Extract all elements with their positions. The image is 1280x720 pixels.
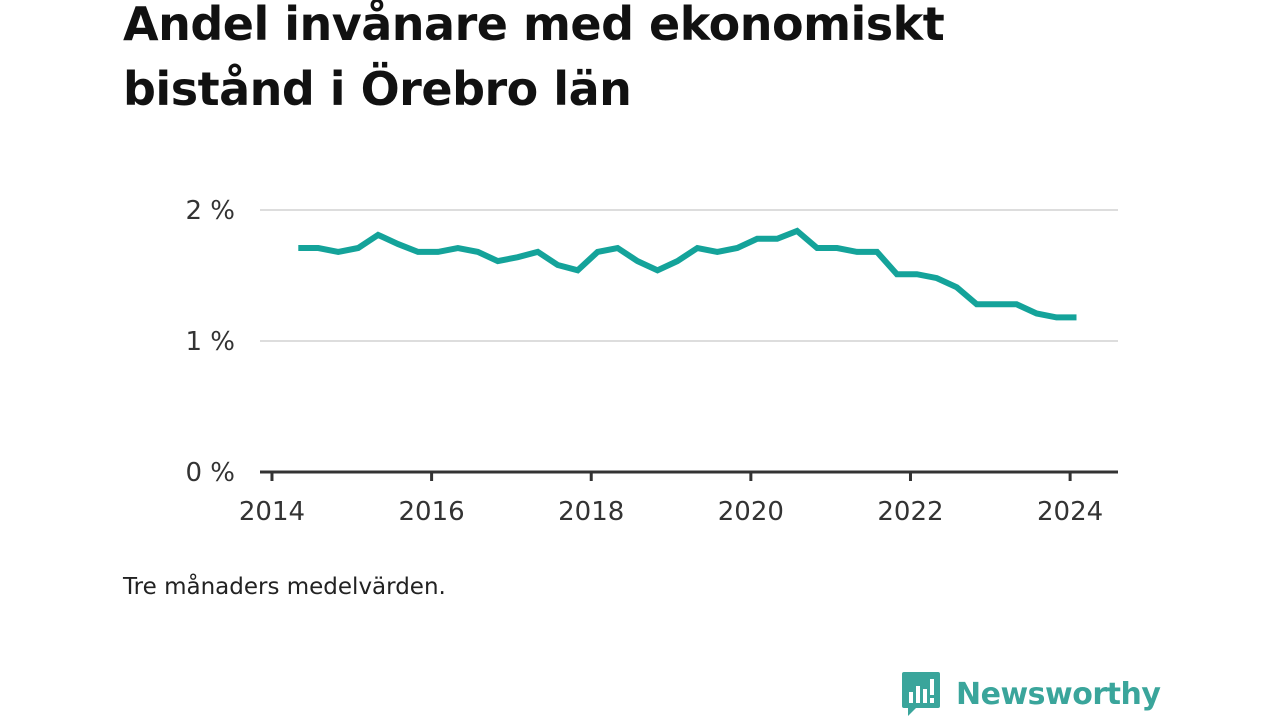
x-tick-label-2016: 2016 <box>399 497 465 527</box>
x-tick-label-2014: 2014 <box>239 497 305 527</box>
x-tick-label-2022: 2022 <box>877 497 943 527</box>
x-axis <box>260 470 1118 481</box>
grid-lines <box>260 209 1118 342</box>
chart-title: Andel invånare med ekonomiskt bistånd i … <box>123 0 945 116</box>
y-axis-tick-labels: 0 % 1 % 2 % <box>185 196 235 488</box>
x-axis-tick-labels: 2014 2016 2018 2020 2022 2024 <box>239 497 1103 527</box>
brand-name: Newsworthy <box>956 676 1161 712</box>
brand-logo[interactable]: Newsworthy <box>900 668 1161 720</box>
newsworthy-logo-icon <box>902 672 940 716</box>
x-tick-label-2024: 2024 <box>1037 497 1103 527</box>
series-layer <box>298 227 1077 321</box>
x-tick-label-2018: 2018 <box>558 497 624 527</box>
series-line-0 <box>298 227 1077 321</box>
y-tick-label-1: 1 % <box>185 327 235 357</box>
line-chart: 0 % 1 % 2 % 2014 2016 2018 2020 2022 2024 <box>185 196 1118 527</box>
y-tick-label-2: 2 % <box>185 196 235 226</box>
y-tick-label-0: 0 % <box>185 458 235 488</box>
chart-note: Tre månaders medelvärden. <box>123 574 446 600</box>
x-tick-label-2020: 2020 <box>718 497 784 527</box>
